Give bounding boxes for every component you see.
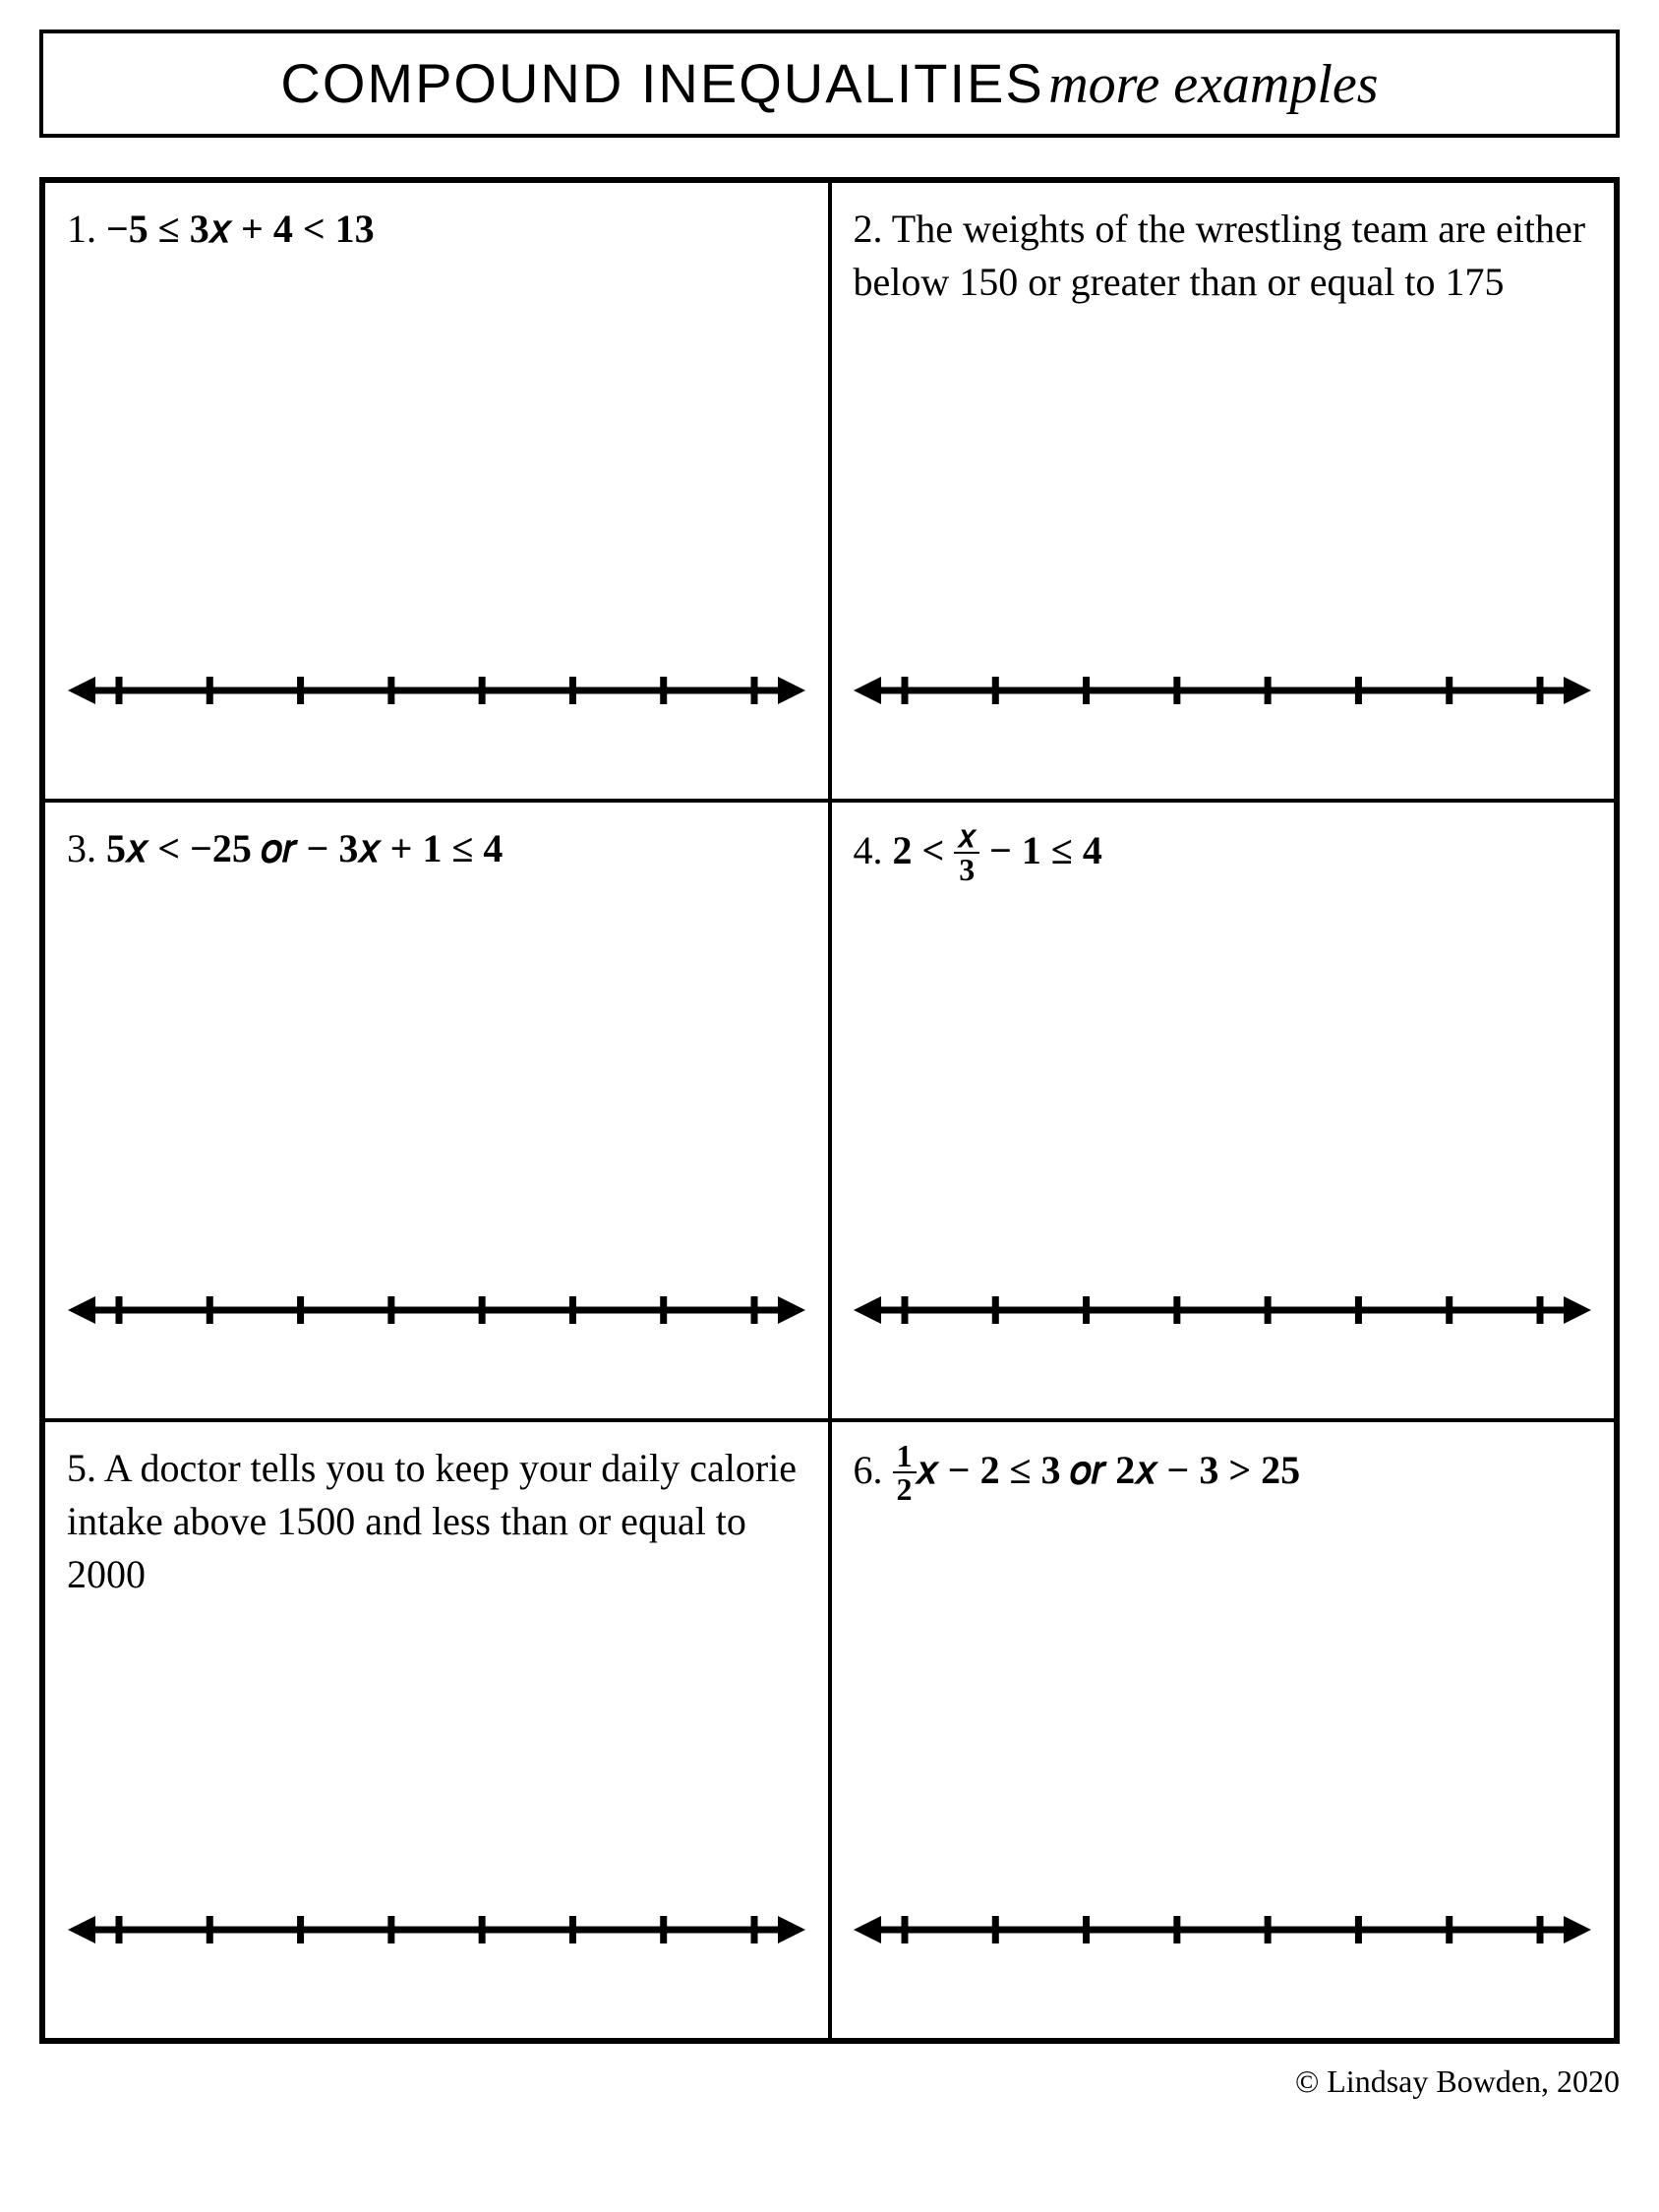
problem-grid: 1. −5 ≤ 3𝑥 + 4 < 13 2. The weights of the… [39,177,1620,2044]
title-script: more examples [1048,54,1378,115]
problem-expression: 5𝑥 < −25 𝑜𝑟 − 3𝑥 + 1 ≤ 4 [106,826,503,870]
problem-cell-2: 2. The weights of the wrestling team are… [830,181,1617,801]
number-line [854,661,1591,720]
problem-expression: 2 < 𝑥3 − 1 ≤ 4 [893,828,1102,872]
problem-text: The weights of the wrestling team are ei… [854,207,1586,304]
problem-expression: 12𝑥 − 2 ≤ 3 𝑜𝑟 2𝑥 − 3 > 25 [893,1448,1301,1492]
number-line-wrap [854,1900,1593,1959]
problem-prompt: 1. −5 ≤ 3𝑥 + 4 < 13 [67,203,806,256]
number-line [68,661,805,720]
problem-expression: −5 ≤ 3𝑥 + 4 < 13 [106,207,375,251]
problem-number: 2. [854,207,892,251]
problem-cell-6: 6. 12𝑥 − 2 ≤ 3 𝑜𝑟 2𝑥 − 3 > 25 [830,1420,1617,2040]
problem-number: 3. [67,826,106,870]
problem-prompt: 5. A doctor tells you to keep your daily… [67,1442,806,1601]
number-line-wrap [854,1281,1593,1340]
problem-prompt: 3. 5𝑥 < −25 𝑜𝑟 − 3𝑥 + 1 ≤ 4 [67,822,806,875]
problem-number: 6. [854,1448,893,1492]
title-box: COMPOUND INEQUALITIES more examples [39,30,1620,138]
footer-credit: © Lindsay Bowden, 2020 [39,2063,1620,2100]
problem-number: 5. [67,1446,104,1490]
problem-number: 4. [854,828,893,872]
number-line-wrap [67,661,806,720]
problem-text: A doctor tells you to keep your daily ca… [67,1446,797,1596]
number-line-wrap [67,1900,806,1959]
problem-prompt: 4. 2 < 𝑥3 − 1 ≤ 4 [854,822,1593,887]
title-caps: COMPOUND INEQUALITIES [280,52,1043,114]
problem-cell-3: 3. 5𝑥 < −25 𝑜𝑟 − 3𝑥 + 1 ≤ 4 [43,801,830,1420]
number-line [68,1281,805,1340]
problem-number: 1. [67,207,106,251]
problem-cell-1: 1. −5 ≤ 3𝑥 + 4 < 13 [43,181,830,801]
problem-prompt: 2. The weights of the wrestling team are… [854,203,1593,309]
problem-cell-4: 4. 2 < 𝑥3 − 1 ≤ 4 [830,801,1617,1420]
number-line [68,1900,805,1959]
problem-prompt: 6. 12𝑥 − 2 ≤ 3 𝑜𝑟 2𝑥 − 3 > 25 [854,1442,1593,1507]
number-line-wrap [854,661,1593,720]
number-line [854,1900,1591,1959]
number-line [854,1281,1591,1340]
problem-cell-5: 5. A doctor tells you to keep your daily… [43,1420,830,2040]
number-line-wrap [67,1281,806,1340]
